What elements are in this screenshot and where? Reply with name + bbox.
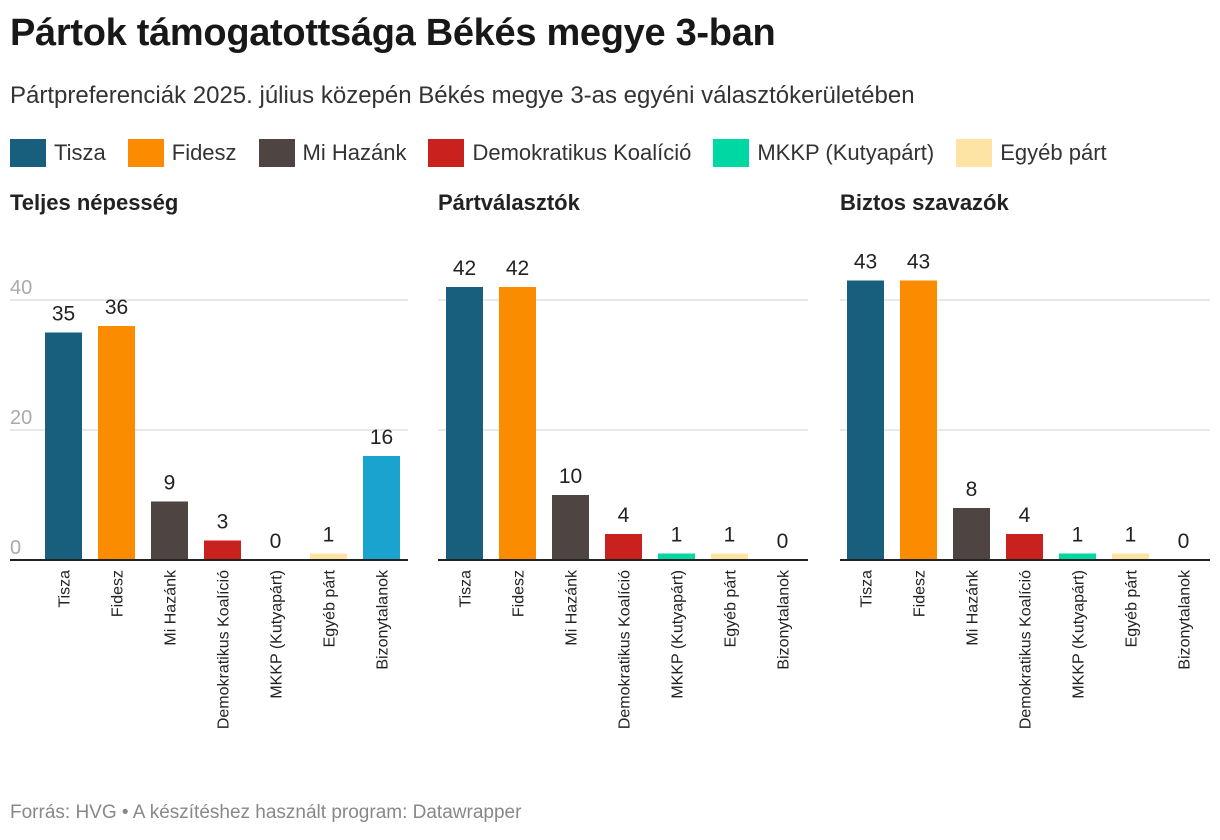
legend-swatch: [10, 139, 46, 167]
data-label: 43: [854, 251, 877, 274]
data-label: 1: [1125, 524, 1137, 547]
category-label: Egyéb párt: [723, 569, 740, 647]
data-label: 0: [1178, 530, 1190, 553]
data-label: 9: [164, 472, 176, 495]
data-label: 0: [777, 530, 789, 553]
bar-1-3: [605, 534, 642, 560]
panel-title-biztos-szavazok: Biztos szavazók: [840, 190, 1009, 215]
y-tick-label: 0: [10, 537, 21, 559]
chart-subtitle: Pártpreferenciák 2025. július közepén Bé…: [10, 82, 915, 109]
chart-title: Pártok támogatottsága Békés megye 3-ban: [10, 12, 776, 54]
category-label: Tisza: [458, 570, 475, 608]
legend-label: Mi Hazánk: [302, 140, 407, 165]
data-label: 42: [506, 257, 529, 280]
category-label: Bizonytalanok: [375, 569, 392, 670]
bar-2-4: [1059, 553, 1096, 560]
category-label: Fidesz: [912, 570, 929, 617]
data-label: 4: [618, 504, 630, 527]
data-label: 3: [217, 511, 229, 534]
legend-swatch: [956, 139, 993, 167]
data-label: 36: [105, 296, 128, 319]
legend-swatch: [428, 139, 465, 167]
legend-item-tisza: Tisza: [10, 139, 106, 167]
data-label: 0: [270, 530, 282, 553]
category-label: Tisza: [57, 570, 74, 608]
category-label: Demokratikus Koalíció: [617, 570, 634, 729]
bar-0-5: [310, 553, 347, 560]
legend-item-mi-hazank: Mi Hazánk: [258, 139, 407, 167]
data-label: 16: [370, 426, 393, 449]
data-label: 4: [1019, 504, 1031, 527]
legend: Tisza Fidesz Mi Hazánk Demokratikus Koal…: [10, 138, 1129, 168]
legend-label: Tisza: [54, 140, 106, 165]
bar-1-0: [446, 287, 483, 560]
bar-1-5: [711, 553, 748, 560]
data-label: 43: [907, 251, 930, 274]
category-label: Mi Hazánk: [163, 569, 180, 646]
y-tick-label: 40: [10, 277, 32, 299]
panel-title-teljes-nepesseg: Teljes népesség: [10, 190, 179, 215]
category-label: Mi Hazánk: [965, 569, 982, 646]
legend-label: MKKP (Kutyapárt): [757, 140, 935, 165]
category-label: Bizonytalanok: [1177, 569, 1194, 670]
data-label: 1: [1072, 524, 1084, 547]
legend-item-mkkp: MKKP (Kutyapárt): [713, 139, 934, 167]
legend-item-dk: Demokratikus Koalíció: [428, 139, 691, 167]
panel-title-partvalasztok: Pártválasztók: [438, 190, 580, 215]
data-label: 8: [966, 478, 978, 501]
source-footer: Forrás: HVG • A készítéshez használt pro…: [10, 802, 522, 823]
category-label: Tisza: [859, 570, 876, 608]
category-label: MKKP (Kutyapárt): [269, 570, 286, 699]
bar-1-1: [499, 287, 536, 560]
data-label: 10: [559, 465, 582, 488]
y-tick-label: 20: [10, 407, 32, 429]
data-label: 35: [52, 303, 75, 326]
data-label: 1: [724, 524, 736, 547]
category-label: Egyéb párt: [322, 569, 339, 647]
legend-item-egyeb: Egyéb párt: [956, 139, 1107, 167]
legend-swatch: [258, 139, 295, 167]
data-label: 1: [323, 524, 335, 547]
category-label: Demokratikus Koalíció: [216, 570, 233, 729]
bar-2-2: [953, 508, 990, 560]
category-label: Demokratikus Koalíció: [1018, 570, 1035, 729]
bar-0-2: [151, 501, 188, 560]
category-label: MKKP (Kutyapárt): [670, 570, 687, 699]
category-label: MKKP (Kutyapárt): [1071, 570, 1088, 699]
bar-2-3: [1006, 534, 1043, 560]
category-label: Bizonytalanok: [776, 569, 793, 670]
category-label: Egyéb párt: [1124, 569, 1141, 647]
category-label: Fidesz: [511, 570, 528, 617]
legend-swatch: [713, 139, 750, 167]
legend-item-fidesz: Fidesz: [127, 139, 237, 167]
legend-label: Egyéb párt: [1000, 140, 1107, 165]
bar-0-3: [204, 540, 241, 560]
bar-0-0: [45, 332, 82, 560]
legend-label: Fidesz: [171, 140, 237, 165]
bar-0-1: [98, 326, 135, 560]
bar-1-4: [658, 553, 695, 560]
bar-2-5: [1112, 553, 1149, 560]
data-label: 42: [453, 257, 476, 280]
bar-0-6: [363, 456, 400, 560]
bar-1-2: [552, 495, 589, 560]
charts-area: Teljes népesség Pártválasztók Biztos sza…: [0, 185, 1220, 785]
category-label: Fidesz: [110, 570, 127, 617]
legend-swatch: [127, 139, 164, 167]
bar-2-1: [900, 280, 937, 560]
bar-2-0: [847, 280, 884, 560]
category-label: Mi Hazánk: [564, 569, 581, 646]
legend-label: Demokratikus Koalíció: [472, 140, 692, 165]
data-label: 1: [671, 524, 683, 547]
